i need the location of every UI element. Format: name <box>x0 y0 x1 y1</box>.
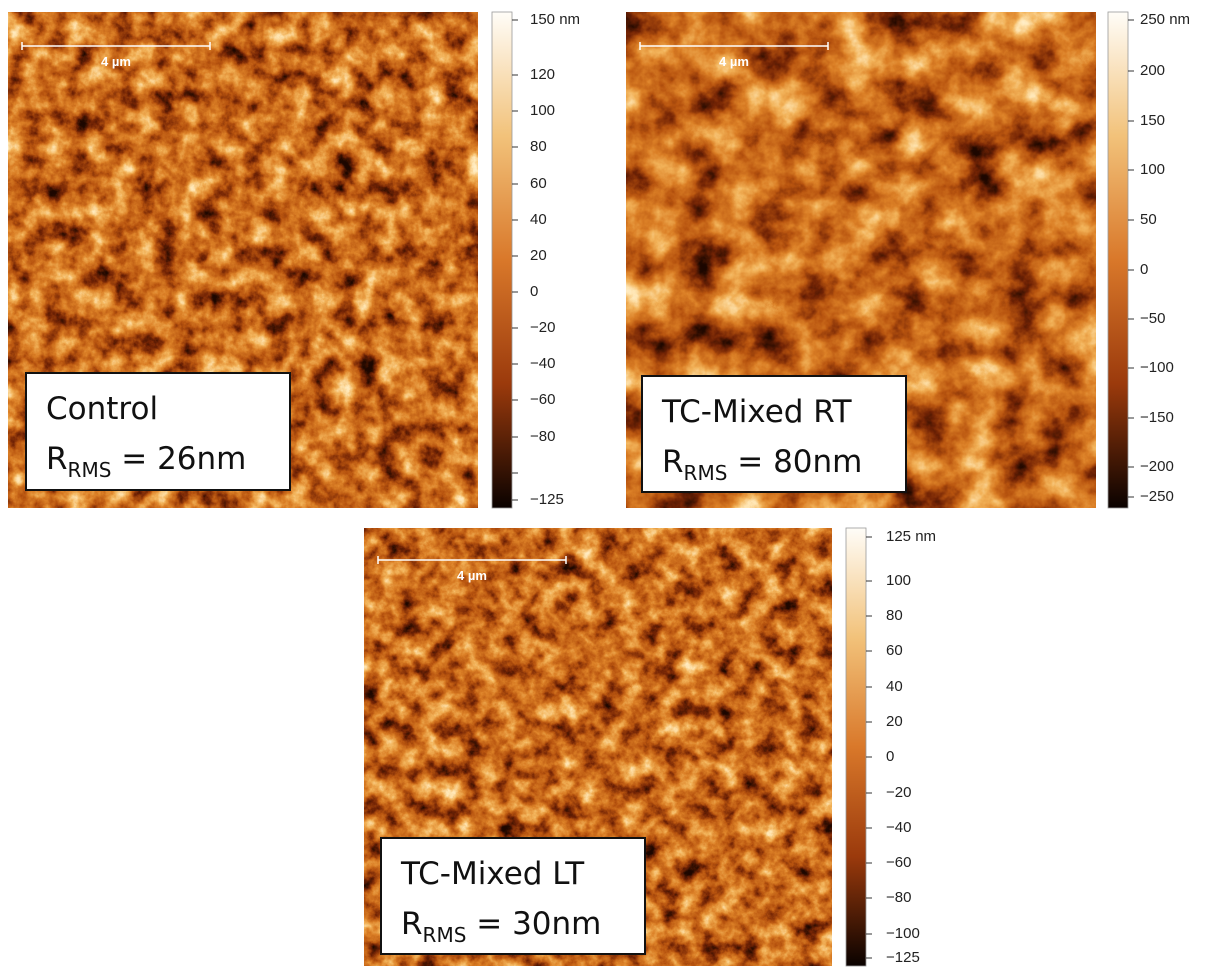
colorbar-tick-label: 20 <box>530 247 547 264</box>
colorbar-tick-label: −100 <box>886 925 920 942</box>
colorbar-tick-label: −50 <box>1140 310 1165 327</box>
afm-panel: 4 µm TC-Mixed LT RRMS = 30nm 125 nm 100 80 60 4… <box>364 527 936 967</box>
rms-value: = 80nm <box>727 444 862 480</box>
colorbar-tick-label: −20 <box>886 784 911 801</box>
rms-text: RRMS = 80nm <box>662 444 862 485</box>
colorbar <box>845 527 867 967</box>
colorbar-tick-label: 100 <box>1140 161 1165 178</box>
scale-bar-label: 4 µm <box>457 568 487 583</box>
colorbar-tick-label: −60 <box>886 854 911 871</box>
rms-subscript: RMS <box>68 458 112 482</box>
afm-panel: 4 µm Control RRMS = 26nm 150 nm 120 100 80 60 40… <box>8 11 580 509</box>
rms-text: RRMS = 30nm <box>401 906 601 947</box>
colorbar-tick-label: 100 <box>886 572 911 589</box>
colorbar-tick-label: −125 <box>530 491 564 508</box>
colorbar-tick-label: −40 <box>886 819 911 836</box>
colorbar-tick-label: −60 <box>530 391 555 408</box>
scale-bar-label: 4 µm <box>719 54 749 69</box>
rms-symbol: R <box>401 906 423 942</box>
scale-bar-label: 4 µm <box>101 54 131 69</box>
rms-text: RRMS = 26nm <box>46 441 246 482</box>
label-box <box>641 375 907 493</box>
colorbar-tick-label: 120 <box>530 66 555 83</box>
sample-label: Control <box>46 391 158 427</box>
colorbar-tick-label: 80 <box>886 607 903 624</box>
colorbar-tick-label: −40 <box>530 355 555 372</box>
rms-symbol: R <box>46 441 68 477</box>
colorbar-tick-label: 60 <box>530 175 547 192</box>
rms-value: = 26nm <box>111 441 246 477</box>
colorbar-tick-label: 150 <box>1140 112 1165 129</box>
colorbar-tick-label: 60 <box>886 642 903 659</box>
label-box <box>25 372 291 491</box>
colorbar-tick-label: −80 <box>886 889 911 906</box>
label-box <box>380 837 646 955</box>
colorbar-tick-label: −250 <box>1140 488 1174 505</box>
colorbar-tick-label: −100 <box>1140 359 1174 376</box>
afm-panel: 4 µm TC-Mixed RT RRMS = 80nm 250 nm 200 150 10… <box>626 11 1190 509</box>
colorbar-tick-label: −20 <box>530 319 555 336</box>
colorbar-tick-label: 200 <box>1140 62 1165 79</box>
colorbar-tick-label: −200 <box>1140 458 1174 475</box>
colorbar-tick-label: 125 nm <box>886 528 936 545</box>
colorbar-tick-label: 40 <box>886 678 903 695</box>
sample-label: TC-Mixed RT <box>661 394 853 430</box>
colorbar-tick-label: 50 <box>1140 211 1157 228</box>
colorbar <box>1107 11 1129 509</box>
colorbar-tick-label: 250 nm <box>1140 11 1190 28</box>
rms-subscript: RMS <box>684 461 728 485</box>
colorbar <box>491 11 513 509</box>
colorbar-tick-label: 0 <box>530 283 538 300</box>
colorbar-tick-label: 0 <box>886 748 894 765</box>
colorbar-tick-label: −125 <box>886 949 920 966</box>
colorbar-tick-label: 150 nm <box>530 11 580 28</box>
colorbar-tick-label: 0 <box>1140 261 1148 278</box>
colorbar-tick-label: 20 <box>886 713 903 730</box>
colorbar-tick-label: 40 <box>530 211 547 228</box>
colorbar-tick-label: 80 <box>530 138 547 155</box>
colorbar-tick-label: 100 <box>530 102 555 119</box>
colorbar-tick-label: −80 <box>530 428 555 445</box>
sample-label: TC-Mixed LT <box>400 856 585 892</box>
rms-symbol: R <box>662 444 684 480</box>
rms-subscript: RMS <box>423 923 467 947</box>
colorbar-tick-label: −150 <box>1140 409 1174 426</box>
rms-value: = 30nm <box>466 906 601 942</box>
